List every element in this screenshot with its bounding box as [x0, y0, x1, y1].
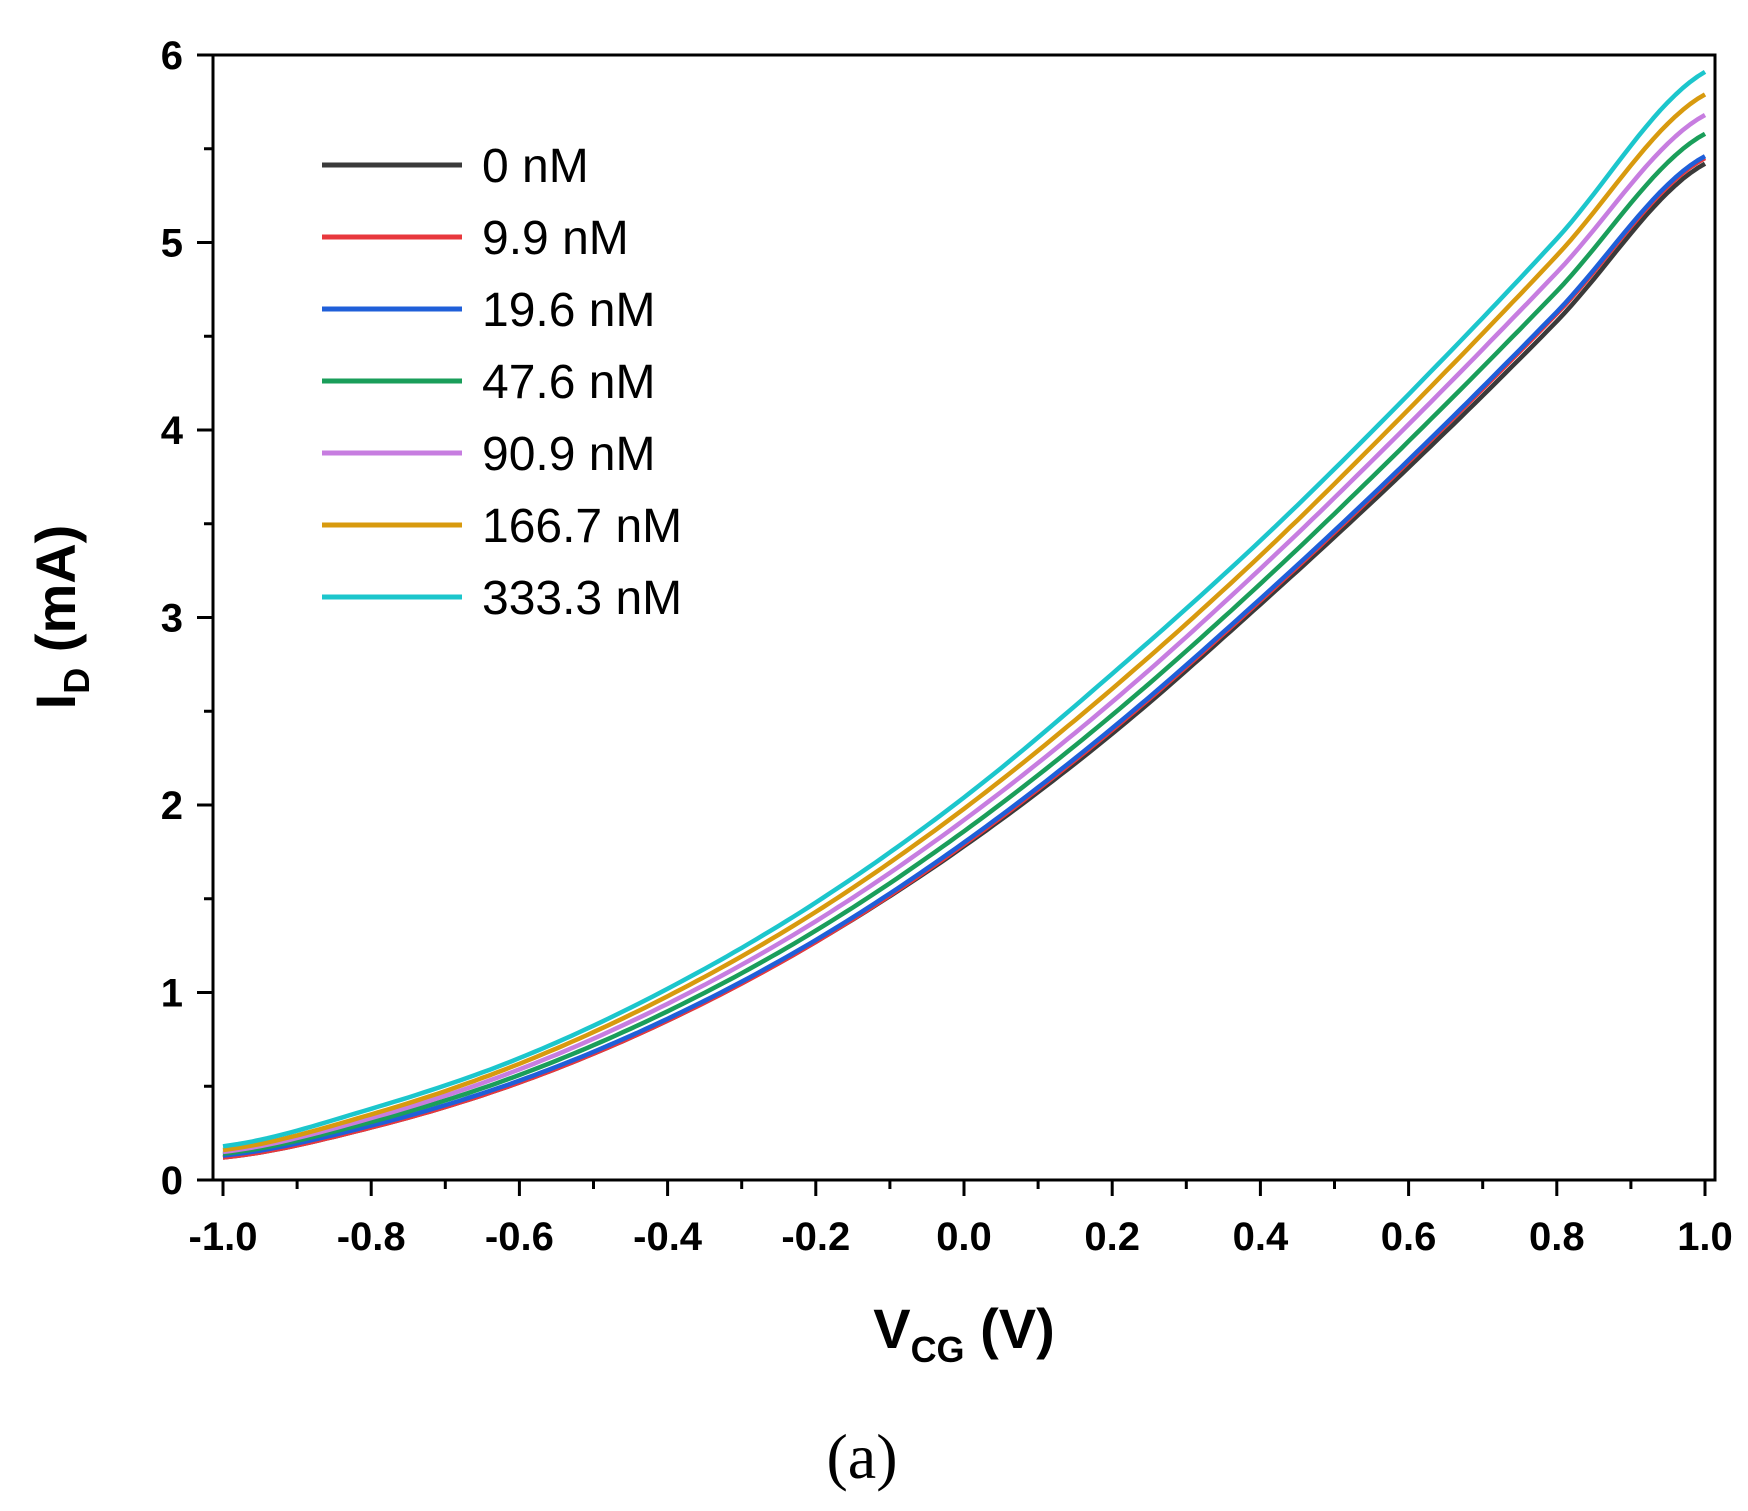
series-line-0 [222, 161, 1707, 1160]
x-tick-label: 0.0 [936, 1215, 992, 1259]
tick-layer: -1.0 -0.8 -0.6 -0.4 -0.2 0.0 0.2 0.4 0.6 0.8 1.0 0 1… [161, 34, 1733, 1259]
x-axis-title-main: V [873, 1297, 910, 1360]
x-tick-label: -0.4 [633, 1215, 703, 1259]
x-tick-label: -1.0 [189, 1215, 258, 1259]
x-tick-label: 1.0 [1677, 1215, 1733, 1259]
legend-label: 166.7 nM [482, 500, 682, 553]
y-tick-label: 2 [161, 784, 183, 828]
series-layer [222, 69, 1707, 1160]
x-tick-label: 0.6 [1381, 1215, 1437, 1259]
series-line-6 [222, 69, 1707, 1149]
y-axis-title-unit: (mA) [24, 525, 87, 668]
y-tick-label: 0 [161, 1159, 183, 1203]
x-tick-label: 0.2 [1084, 1215, 1140, 1259]
legend-label: 0 nM [482, 140, 589, 193]
series-line-3 [222, 131, 1707, 1157]
x-axis-title: VCG (V) [873, 1297, 1055, 1370]
y-tick-label: 1 [161, 972, 183, 1016]
legend: 0 nM 9.9 nM 19.6 nM 47.6 nM 90.9 nM 166.7 nM 3… [322, 140, 682, 625]
y-axis-title-main: I [24, 694, 87, 710]
x-tick-label: -0.8 [337, 1215, 406, 1259]
legend-label: 90.9 nM [482, 428, 655, 481]
panel-label: (a) [826, 1421, 897, 1492]
plot-frame [211, 53, 1717, 1182]
series-line-2 [222, 154, 1707, 1158]
x-tick-label: -0.6 [485, 1215, 554, 1259]
x-tick-label: 0.4 [1233, 1215, 1289, 1259]
legend-label: 47.6 nM [482, 356, 655, 409]
x-axis-title-unit: (V) [965, 1297, 1055, 1360]
y-tick-label: 6 [161, 34, 183, 78]
y-tick-label: 5 [161, 222, 183, 266]
x-tick-label: -0.2 [781, 1215, 850, 1259]
series-line-4 [222, 113, 1707, 1155]
x-tick-label: 0.8 [1529, 1215, 1585, 1259]
legend-label: 19.6 nM [482, 284, 655, 337]
y-axis-title: ID (mA) [24, 525, 97, 710]
legend-label: 333.3 nM [482, 572, 682, 625]
x-axis-title-sub: CG [911, 1329, 965, 1370]
legend-label: 9.9 nM [482, 212, 629, 265]
series-line-5 [222, 92, 1707, 1153]
y-tick-label: 4 [161, 409, 184, 453]
y-tick-label: 3 [161, 597, 183, 641]
y-axis-title-sub: D [56, 668, 97, 694]
